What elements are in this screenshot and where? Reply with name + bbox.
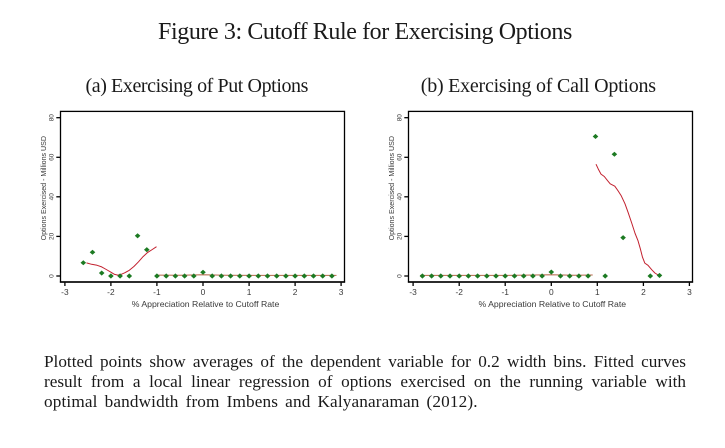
svg-text:0: 0	[201, 287, 206, 297]
svg-text:% Appreciation Relative to Cut: % Appreciation Relative to Cutoff Rate	[478, 299, 626, 309]
svg-text:1: 1	[595, 287, 600, 297]
svg-text:-1: -1	[501, 287, 509, 297]
svg-text:0: 0	[49, 274, 56, 278]
svg-text:3: 3	[687, 287, 692, 297]
svg-text:-2: -2	[455, 287, 463, 297]
svg-text:-2: -2	[107, 287, 115, 297]
svg-text:% Appreciation Relative to Cut: % Appreciation Relative to Cutoff Rate	[132, 299, 280, 309]
svg-text:40: 40	[49, 193, 56, 201]
svg-text:1: 1	[247, 287, 252, 297]
svg-text:20: 20	[397, 232, 404, 240]
svg-text:-1: -1	[153, 287, 161, 297]
svg-text:0: 0	[549, 287, 554, 297]
svg-text:2: 2	[641, 287, 646, 297]
svg-text:3: 3	[339, 287, 344, 297]
svg-text:20: 20	[49, 232, 56, 240]
svg-text:0: 0	[397, 274, 404, 278]
svg-text:80: 80	[49, 114, 56, 122]
svg-text:-3: -3	[409, 287, 417, 297]
svg-text:-3: -3	[61, 287, 69, 297]
svg-text:80: 80	[397, 114, 404, 122]
svg-text:2: 2	[293, 287, 298, 297]
svg-text:60: 60	[397, 153, 404, 161]
svg-text:Options Exercised - Millions U: Options Exercised - Millions USD	[40, 136, 48, 240]
svg-text:Options Exercised - Millions U: Options Exercised - Millions USD	[388, 136, 396, 240]
svg-text:60: 60	[49, 153, 56, 161]
svg-text:40: 40	[397, 193, 404, 201]
